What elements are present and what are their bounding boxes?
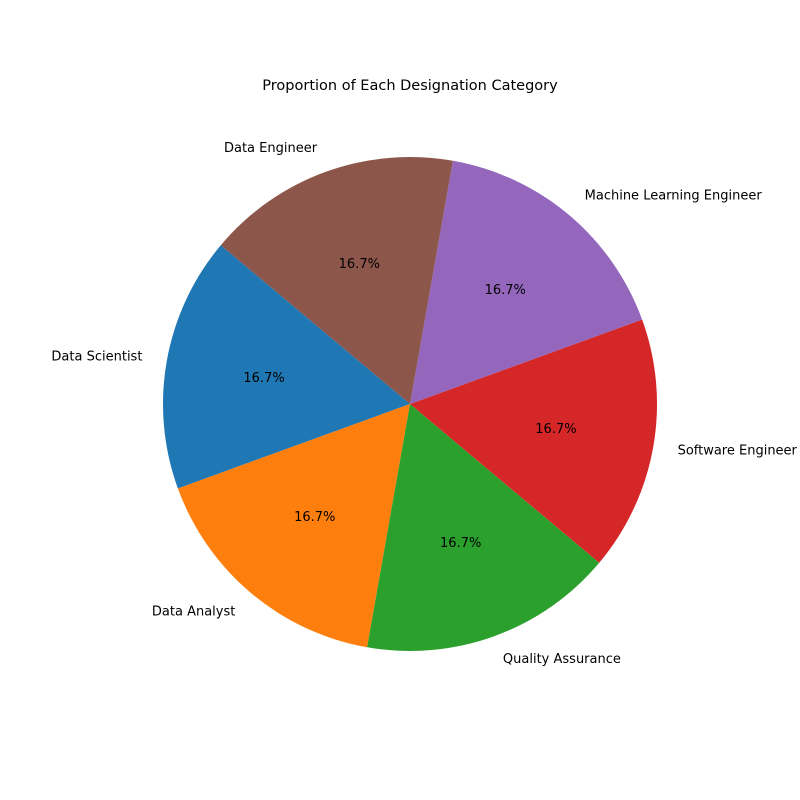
label-data-scientist: Data Scientist [51, 349, 142, 364]
slice-software-engineer [410, 319, 658, 563]
label-data-analyst: Data Analyst [152, 605, 235, 620]
label-quality-assurance: Quality Assurance [503, 652, 621, 667]
category-labels: Data Scientist Data Analyst Quality Assura… [51, 141, 797, 667]
slice-data-analyst [177, 404, 410, 648]
percent-labels: 16.7% 16.7% 16.7% 16.7% 16.7% 16.7% [243, 257, 576, 551]
percent-label-data-engineer: 16.7% [339, 257, 380, 272]
percent-label-data-scientist: 16.7% [243, 371, 284, 386]
percent-label-machine-learning-engineer: 16.7% [485, 283, 526, 298]
label-data-engineer: Data Engineer [224, 141, 318, 156]
label-machine-learning-engineer: Machine Learning Engineer [585, 188, 763, 203]
slice-quality-assurance [367, 404, 600, 651]
percent-label-software-engineer: 16.7% [535, 422, 576, 437]
chart-title: Proportion of Each Designation Category [262, 78, 558, 94]
slice-data-scientist [162, 245, 410, 489]
percent-label-quality-assurance: 16.7% [440, 536, 481, 551]
label-software-engineer: Software Engineer [678, 444, 798, 459]
slice-machine-learning-engineer [410, 160, 643, 404]
percent-label-data-analyst: 16.7% [294, 510, 335, 525]
slice-data-engineer [220, 157, 453, 404]
pie-slices [162, 157, 658, 651]
